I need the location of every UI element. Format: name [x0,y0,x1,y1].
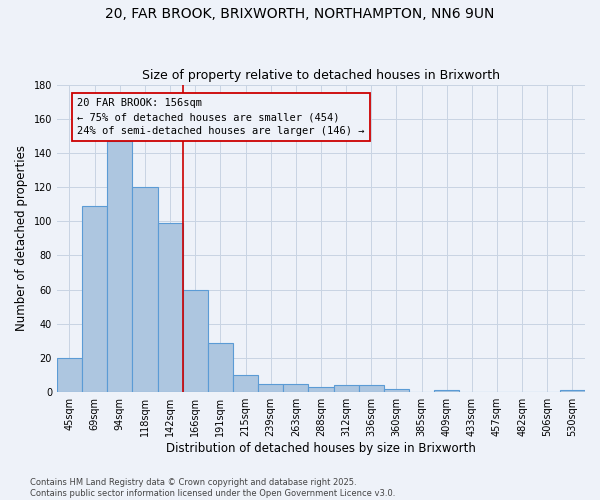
Bar [308,387,334,392]
Bar [384,389,409,392]
Bar [560,390,585,392]
Bar [208,342,233,392]
Bar [434,390,459,392]
Bar [57,358,82,392]
Bar [158,223,182,392]
Bar [283,384,308,392]
Bar [182,290,208,392]
Bar [334,386,359,392]
Text: 20 FAR BROOK: 156sqm
← 75% of detached houses are smaller (454)
24% of semi-deta: 20 FAR BROOK: 156sqm ← 75% of detached h… [77,98,365,136]
Text: 20, FAR BROOK, BRIXWORTH, NORTHAMPTON, NN6 9UN: 20, FAR BROOK, BRIXWORTH, NORTHAMPTON, N… [106,8,494,22]
Bar [258,384,283,392]
Bar [107,141,133,392]
Bar [359,386,384,392]
Bar [133,187,158,392]
X-axis label: Distribution of detached houses by size in Brixworth: Distribution of detached houses by size … [166,442,476,455]
Text: Contains HM Land Registry data © Crown copyright and database right 2025.
Contai: Contains HM Land Registry data © Crown c… [30,478,395,498]
Y-axis label: Number of detached properties: Number of detached properties [15,146,28,332]
Bar [233,375,258,392]
Title: Size of property relative to detached houses in Brixworth: Size of property relative to detached ho… [142,69,500,82]
Bar [82,206,107,392]
